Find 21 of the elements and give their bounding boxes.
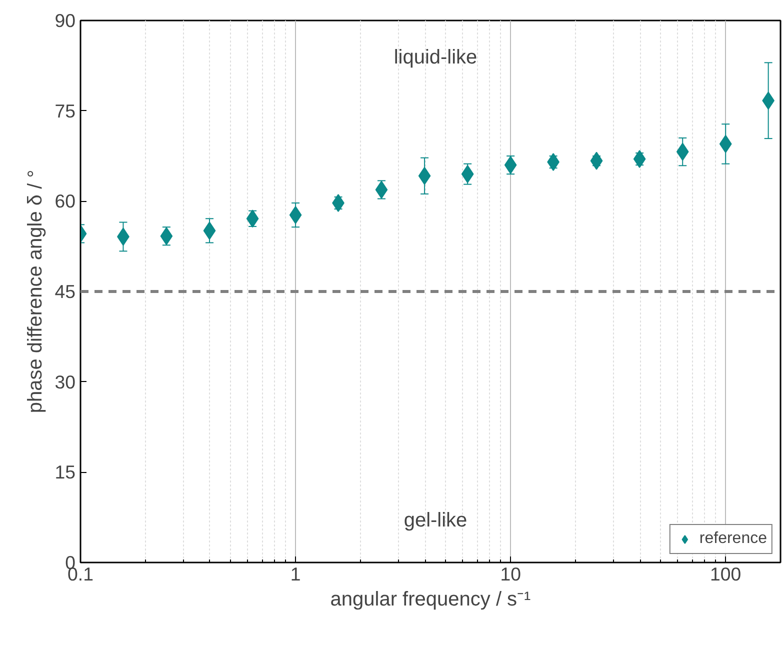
x-axis-title: angular frequency / s⁻¹ bbox=[330, 588, 532, 610]
annotation: gel-like bbox=[404, 510, 468, 532]
y-tick-label: 45 bbox=[54, 281, 76, 302]
x-tick-label: 10 bbox=[500, 564, 521, 584]
y-axis-title: phase difference angle δ / ° bbox=[24, 170, 47, 414]
point bbox=[289, 206, 302, 224]
point bbox=[676, 142, 689, 161]
point bbox=[633, 150, 646, 168]
point bbox=[590, 152, 603, 170]
y-tick-label: 60 bbox=[54, 190, 76, 212]
y-tick-label: 15 bbox=[54, 462, 76, 483]
y-tick-label: 75 bbox=[54, 100, 76, 122]
point bbox=[418, 166, 431, 185]
point bbox=[203, 222, 216, 240]
legend-label: reference bbox=[699, 530, 767, 548]
y-tick-label: 90 bbox=[54, 10, 76, 31]
point bbox=[719, 134, 732, 153]
x-tick-label: 1 bbox=[290, 564, 301, 584]
y-tick-label: 30 bbox=[54, 371, 76, 392]
x-tick-label: 100 bbox=[710, 564, 742, 584]
annotation: liquid-like bbox=[394, 46, 478, 68]
